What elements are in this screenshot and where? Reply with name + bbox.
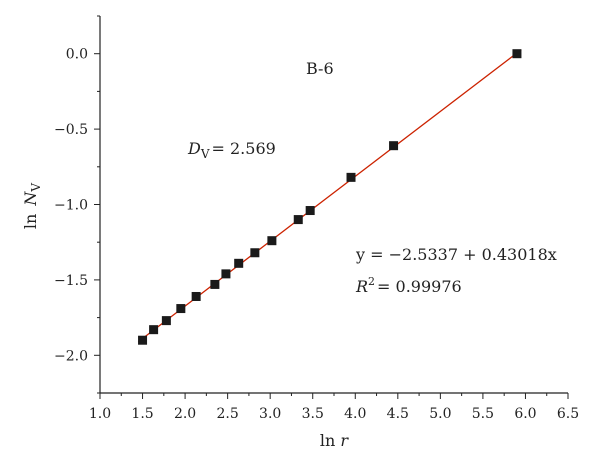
data-point — [161, 316, 171, 326]
x-tick-label: 3.5 — [302, 406, 324, 422]
y-axis-ln: ln — [21, 214, 40, 229]
x-tick-label: 2.5 — [217, 406, 239, 422]
data-point — [267, 236, 277, 246]
dv-subscript: V — [200, 147, 210, 161]
x-tick-label: 4.0 — [344, 406, 366, 422]
x-tick-label: 1.5 — [131, 406, 153, 422]
data-points-layer — [138, 49, 522, 345]
y-tick-label: −2.0 — [54, 348, 88, 364]
data-point — [346, 172, 356, 182]
data-point — [138, 335, 148, 345]
data-point — [221, 269, 231, 279]
data-point — [191, 291, 201, 301]
plot-frame — [99, 16, 568, 394]
dv-value: = 2.569 — [212, 139, 276, 158]
data-point — [234, 258, 244, 268]
r2-value: = 0.99976 — [377, 277, 462, 296]
y-tick-label: −1.5 — [54, 273, 88, 289]
y-axis-var: N — [21, 191, 40, 207]
sample-label: B-6 — [306, 59, 334, 78]
y-axis-sub: V — [29, 183, 43, 193]
y-axis-ticks: 0.0 −0.5 −1.0 −1.5 −2.0 — [54, 15, 100, 394]
y-tick-label: −0.5 — [54, 122, 88, 138]
x-axis-ticks: 1.0 1.5 2.0 2.5 3.0 3.5 4.0 4.5 5.0 5.5 6.0 6.5 — [89, 393, 579, 422]
x-tick-label: 6.0 — [514, 406, 536, 422]
y-axis-title: ln NV — [21, 183, 43, 230]
data-point — [250, 248, 260, 258]
fit-line — [137, 49, 522, 343]
x-tick-label: 3.0 — [259, 406, 281, 422]
x-tick-label: 5.5 — [472, 406, 494, 422]
y-tick-label: 0.0 — [66, 47, 88, 63]
x-tick-label: 2.0 — [174, 406, 196, 422]
fractal-dimension-label: DV = 2.569 — [187, 139, 276, 161]
x-tick-label: 6.5 — [557, 406, 579, 422]
x-tick-label: 4.5 — [387, 406, 409, 422]
r-squared-label: R2 = 0.99976 — [355, 275, 462, 296]
x-axis-var: r — [340, 431, 349, 450]
r2-superscript: 2 — [368, 275, 375, 288]
dv-symbol: D — [187, 139, 201, 158]
data-point — [149, 325, 159, 335]
data-point — [512, 49, 522, 59]
regression-equation: y = −2.5337 + 0.43018x — [355, 245, 557, 264]
x-axis-title: ln r — [320, 431, 350, 450]
data-point — [305, 206, 315, 216]
x-tick-label: 5.0 — [429, 406, 451, 422]
data-point — [389, 141, 399, 151]
data-point — [293, 215, 303, 225]
data-point — [210, 279, 220, 289]
fit-line-layer — [137, 49, 522, 343]
r2-symbol: R — [355, 277, 368, 296]
data-point — [176, 304, 186, 314]
y-tick-label: −1.0 — [54, 198, 88, 214]
x-axis-ln: ln — [320, 431, 335, 450]
x-tick-label: 1.0 — [89, 406, 111, 422]
